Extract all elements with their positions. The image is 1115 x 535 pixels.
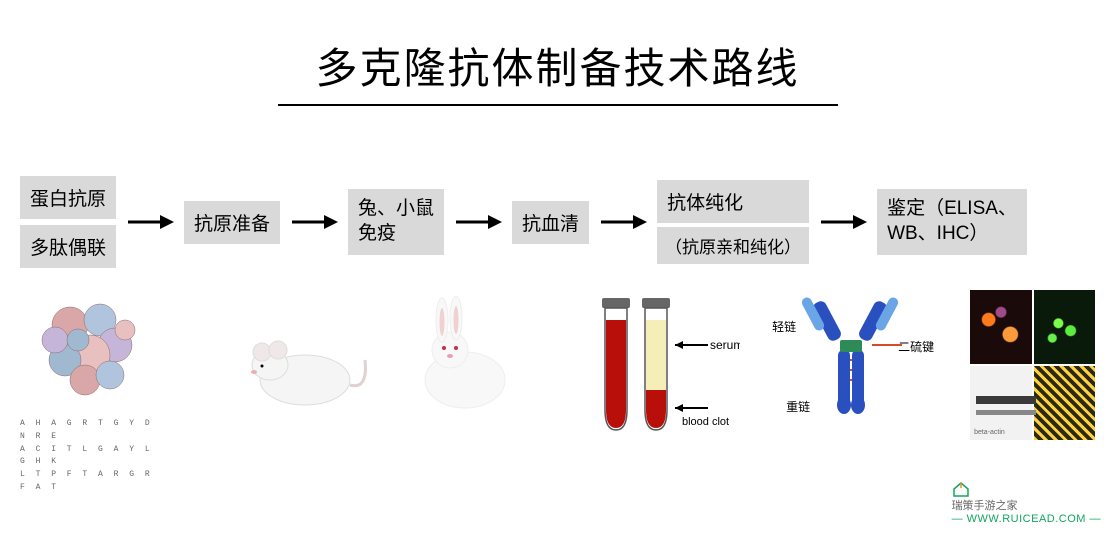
assay-grid: beta-actin xyxy=(970,290,1095,440)
step-box-identify: 鉴定（ELISA、 WB、IHC） xyxy=(877,189,1027,254)
arrow-icon xyxy=(290,212,338,232)
serum-label: serum xyxy=(710,338,740,352)
mouse-icon xyxy=(240,310,370,410)
assay-image-bl: beta-actin xyxy=(970,366,1031,440)
sequence-line: L T P F T A R G R F A T xyxy=(20,469,160,495)
step-label: 鉴定（ELISA、 xyxy=(887,197,1017,222)
tubes-illustration: serum blood clot xyxy=(580,290,740,445)
page-title: 多克隆抗体制备技术路线 xyxy=(0,35,1115,96)
disulfide-label: 二硫键 xyxy=(898,338,934,355)
assay-image-tr xyxy=(1034,290,1095,364)
house-icon xyxy=(952,481,970,497)
heavy-chain-label: 重链 xyxy=(786,398,810,415)
arrow-icon xyxy=(819,212,867,232)
protein-icon xyxy=(30,290,150,410)
sequence-text: A H A G R T G Y D N R E A C I T L G A Y … xyxy=(20,418,160,495)
input-box-peptide: 多肽偶联 xyxy=(20,225,116,268)
input-box-protein: 蛋白抗原 xyxy=(20,176,116,219)
title-underline xyxy=(278,104,838,106)
step-col-purify: 抗体纯化 （抗原亲和纯化） xyxy=(657,180,809,264)
watermark-url: — WWW.RUICEAD.COM — xyxy=(952,513,1101,525)
assay-image-br xyxy=(1034,366,1095,440)
antibody-illustration: 轻链 重链 二硫键 xyxy=(770,290,940,440)
tubes-icon: serum blood clot xyxy=(580,290,740,445)
antibody-icon xyxy=(770,290,940,440)
clot-label: blood clot xyxy=(682,416,729,428)
arrow-icon xyxy=(599,212,647,232)
step-label: WB、IHC） xyxy=(887,222,988,247)
watermark-name: 瑞策手游之家 xyxy=(952,497,1101,513)
rabbit-icon xyxy=(400,290,530,410)
rabbit-illustration xyxy=(400,290,530,410)
watermark: 瑞策手游之家 — WWW.RUICEAD.COM — xyxy=(952,481,1101,525)
protein-illustration: A H A G R T G Y D N R E A C I T L G A Y … xyxy=(20,290,160,495)
light-chain-label: 轻链 xyxy=(772,318,796,335)
sequence-line: A C I T L G A Y L G H K xyxy=(20,444,160,470)
step-label: 免疫 xyxy=(358,222,396,247)
sequence-line: A H A G R T G Y D N R E xyxy=(20,418,160,444)
flow-row: 蛋白抗原 多肽偶联 抗原准备 兔、小鼠 免疫 抗血清 抗体纯化 （抗原亲和纯化）… xyxy=(0,176,1115,268)
arrow-icon xyxy=(126,212,174,232)
step-sub-purify: （抗原亲和纯化） xyxy=(657,227,809,264)
step-box-purify: 抗体纯化 xyxy=(657,180,809,223)
images-row: A H A G R T G Y D N R E A C I T L G A Y … xyxy=(0,290,1115,495)
input-box-group: 蛋白抗原 多肽偶联 xyxy=(20,176,116,268)
step-box-antiserum: 抗血清 xyxy=(512,201,589,244)
step-label: 兔、小鼠 xyxy=(358,197,434,222)
step-box-immunize: 兔、小鼠 免疫 xyxy=(348,189,444,254)
arrow-icon xyxy=(454,212,502,232)
mouse-illustration xyxy=(240,290,370,410)
assay-image-tl xyxy=(970,290,1031,364)
step-box-prep: 抗原准备 xyxy=(184,201,280,244)
